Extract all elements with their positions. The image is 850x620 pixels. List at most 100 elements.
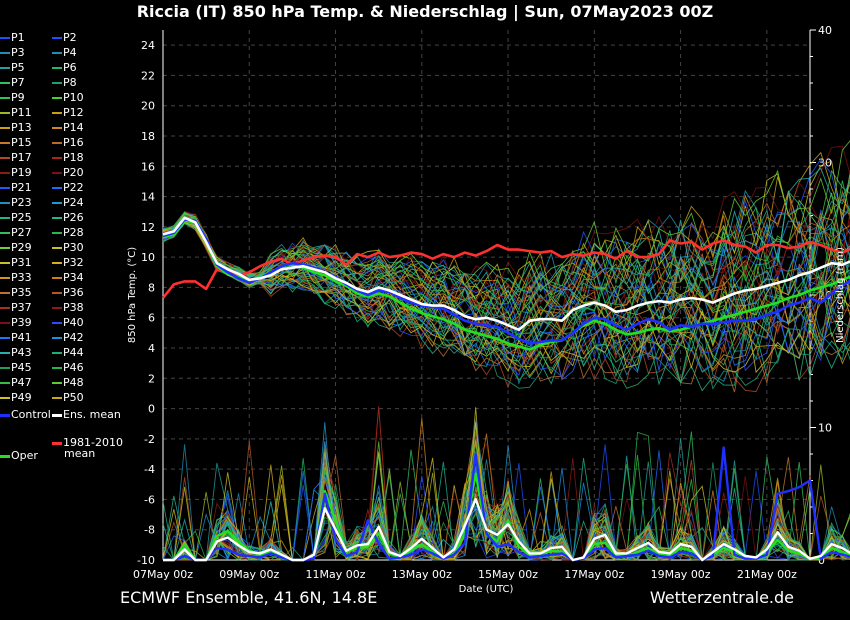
legend-label: P35 bbox=[11, 286, 32, 299]
legend-label: P46 bbox=[63, 361, 84, 374]
legend-item-p36: P36 bbox=[52, 287, 84, 299]
legend-item-control: Control bbox=[0, 409, 51, 421]
legend-swatch bbox=[52, 127, 62, 129]
legend-label: Oper bbox=[11, 449, 38, 462]
legend-swatch bbox=[0, 202, 10, 204]
ens-mean-temp-line bbox=[162, 216, 850, 332]
member-temp-line bbox=[162, 222, 850, 389]
legend-item-p41: P41 bbox=[0, 332, 32, 344]
legend-label: P11 bbox=[11, 106, 32, 119]
legend-item-p14: P14 bbox=[52, 122, 84, 134]
legend-item-p33: P33 bbox=[0, 272, 32, 284]
legend-swatch bbox=[0, 82, 10, 84]
y-tick-label: -4 bbox=[144, 463, 155, 476]
x-tick-label: 11May 00z bbox=[306, 568, 366, 581]
oper-precip-line bbox=[163, 472, 850, 562]
member-temp-line bbox=[162, 220, 850, 393]
y-tick-label: -10 bbox=[137, 554, 155, 567]
legend-label: P23 bbox=[11, 196, 32, 209]
legend-label: P36 bbox=[63, 286, 84, 299]
x-tick-label: 09May 00z bbox=[219, 568, 279, 581]
legend-item-p5: P5 bbox=[0, 62, 25, 74]
legend-item-p19: P19 bbox=[0, 167, 32, 179]
member-temp-line bbox=[162, 222, 850, 392]
footer-site-link[interactable]: Wetterzentrale.de bbox=[649, 588, 794, 607]
member-precip-line bbox=[163, 450, 850, 561]
legend-item-p4: P4 bbox=[52, 47, 77, 59]
y-tick-label: 8 bbox=[148, 281, 155, 294]
legend-item-p20: P20 bbox=[52, 167, 84, 179]
legend-swatch bbox=[52, 322, 62, 324]
y2-tick-label: 40 bbox=[818, 24, 832, 37]
legend-item-p15: P15 bbox=[0, 137, 32, 149]
legend-label: P9 bbox=[11, 91, 25, 104]
main-series bbox=[161, 216, 850, 562]
legend-swatch bbox=[52, 142, 62, 144]
legend-label: Ens. mean bbox=[63, 408, 121, 421]
legend-item-p26: P26 bbox=[52, 212, 84, 224]
legend-label: P40 bbox=[63, 316, 84, 329]
y-tick-label: 20 bbox=[141, 100, 155, 113]
legend-label: Control bbox=[11, 408, 51, 421]
legend-swatch bbox=[0, 112, 10, 114]
legend-item-p48: P48 bbox=[52, 377, 84, 389]
legend-label: P33 bbox=[11, 271, 32, 284]
legend-label: P13 bbox=[11, 121, 32, 134]
legend-label: P5 bbox=[11, 61, 25, 74]
legend-item-p49: P49 bbox=[0, 392, 32, 404]
legend-label: P49 bbox=[11, 391, 32, 404]
legend-swatch bbox=[52, 441, 62, 445]
legend-swatch bbox=[52, 97, 62, 99]
legend-item-p18: P18 bbox=[52, 152, 84, 164]
y-tick-label: -6 bbox=[144, 493, 155, 506]
legend-item-oper: Oper bbox=[0, 450, 38, 462]
legend-swatch bbox=[52, 112, 62, 114]
legend-swatch bbox=[0, 367, 10, 369]
legend-swatch bbox=[52, 277, 62, 279]
footer-source: ECMWF Ensemble, 41.6N, 14.8E bbox=[120, 588, 378, 607]
legend-item-p31: P31 bbox=[0, 257, 32, 269]
legend-label: P26 bbox=[63, 211, 84, 224]
legend-swatch bbox=[52, 187, 62, 189]
legend-swatch bbox=[52, 37, 62, 39]
y-tick-label: 4 bbox=[148, 342, 155, 355]
legend-label: P34 bbox=[63, 271, 84, 284]
y-tick-label: 0 bbox=[148, 403, 155, 416]
legend-swatch bbox=[0, 217, 10, 219]
legend-swatch bbox=[52, 397, 62, 399]
legend-item-p39: P39 bbox=[0, 317, 32, 329]
legend-swatch bbox=[52, 247, 62, 249]
legend-label: P45 bbox=[11, 361, 32, 374]
legend-item-p16: P16 bbox=[52, 137, 84, 149]
legend-swatch bbox=[0, 413, 10, 417]
legend-swatch bbox=[0, 262, 10, 264]
legend-label: P2 bbox=[63, 31, 77, 44]
legend-item-p1: P1 bbox=[0, 32, 25, 44]
legend-item-p35: P35 bbox=[0, 287, 32, 299]
ens-mean-precip-line bbox=[163, 497, 850, 562]
legend-item-p7: P7 bbox=[0, 77, 25, 89]
legend-label: P14 bbox=[63, 121, 84, 134]
legend-swatch bbox=[52, 382, 62, 384]
legend-label: P10 bbox=[63, 91, 84, 104]
legend-label: P4 bbox=[63, 46, 77, 59]
legend-swatch bbox=[52, 202, 62, 204]
legend-swatch bbox=[0, 142, 10, 144]
legend-label: P21 bbox=[11, 181, 32, 194]
legend-swatch bbox=[0, 277, 10, 279]
legend-item-p3: P3 bbox=[0, 47, 25, 59]
member-precip-line bbox=[163, 405, 850, 561]
legend-item-p17: P17 bbox=[0, 152, 32, 164]
y2-tick-label: 10 bbox=[818, 422, 832, 435]
y-tick-label: 12 bbox=[141, 221, 155, 234]
y2-tick-label: 0 bbox=[818, 554, 825, 567]
y-tick-label: 2 bbox=[148, 372, 155, 385]
legend-label: P31 bbox=[11, 256, 32, 269]
member-precip-line bbox=[163, 422, 850, 561]
legend-label: P8 bbox=[63, 76, 77, 89]
legend-label: P18 bbox=[63, 151, 84, 164]
legend-swatch bbox=[0, 97, 10, 99]
legend-label: P43 bbox=[11, 346, 32, 359]
legend-item-p8: P8 bbox=[52, 77, 77, 89]
